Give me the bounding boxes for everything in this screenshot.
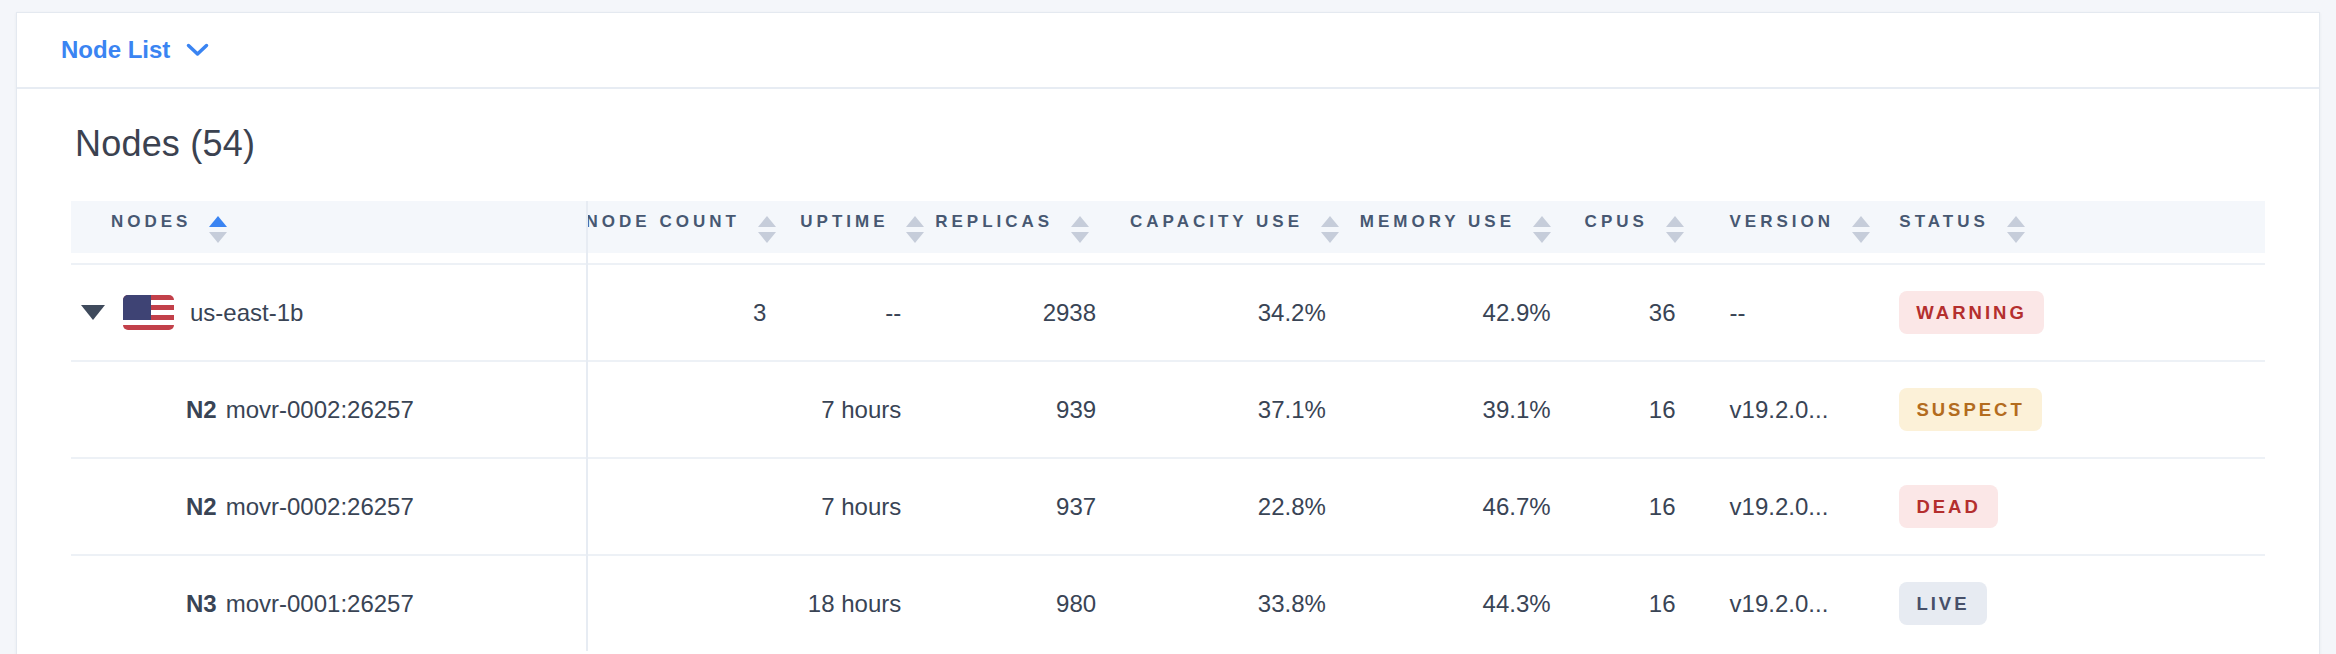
- table-row-node[interactable]: N2 movr-0002:26257 7 hours 939 37.1% 39.…: [71, 360, 2265, 457]
- replicas-cell: 980: [935, 590, 1130, 618]
- replicas-cell: 937: [935, 493, 1130, 521]
- memory-use-cell: 42.9%: [1360, 299, 1585, 327]
- uptime-cell: 7 hours: [800, 493, 935, 521]
- capacity-use-cell: 33.8%: [1130, 590, 1360, 618]
- capacity-use-cell: 37.1%: [1130, 396, 1360, 424]
- column-header-uptime[interactable]: UPTIME: [800, 212, 935, 243]
- column-header-cpus[interactable]: CPUS: [1585, 212, 1710, 243]
- sort-arrows-icon[interactable]: [1533, 216, 1551, 243]
- node-id: N3: [186, 590, 217, 618]
- column-header-status[interactable]: STATUS: [1874, 212, 2265, 243]
- column-header-nodes[interactable]: NODES: [71, 212, 586, 243]
- replicas-cell: 939: [935, 396, 1130, 424]
- column-divider: [586, 201, 588, 651]
- memory-use-cell: 39.1%: [1360, 396, 1585, 424]
- node-list-card: Node List Nodes (54) NODES NODE COUNT UP…: [16, 12, 2320, 654]
- version-cell: v19.2.0...: [1710, 396, 1875, 424]
- node-count-cell: 3: [585, 299, 800, 327]
- node-name-cell: N2 movr-0002:26257: [71, 493, 586, 521]
- sort-arrows-icon[interactable]: [1852, 216, 1870, 243]
- column-header-version[interactable]: VERSION: [1710, 212, 1875, 243]
- us-flag-icon: [123, 295, 174, 330]
- version-cell: v19.2.0...: [1710, 590, 1875, 618]
- page-title: Nodes (54): [75, 123, 2319, 165]
- cpus-cell: 16: [1585, 493, 1710, 521]
- region-name: us-east-1b: [190, 299, 303, 327]
- column-header-node-count[interactable]: NODE COUNT: [586, 212, 801, 243]
- table-row-region[interactable]: us-east-1b 3 -- 2938 34.2% 42.9% 36 -- W…: [71, 263, 2265, 360]
- sort-arrows-icon[interactable]: [1071, 216, 1089, 243]
- node-address: movr-0002:26257: [226, 493, 414, 521]
- replicas-cell: 2938: [935, 299, 1130, 327]
- sort-arrows-icon[interactable]: [2007, 216, 2025, 243]
- table-header-row: NODES NODE COUNT UPTIME REPLICAS CAPACIT…: [71, 201, 2265, 253]
- version-cell: v19.2.0...: [1710, 493, 1875, 521]
- card-header: Node List: [17, 13, 2319, 89]
- sort-arrows-icon[interactable]: [906, 216, 924, 243]
- node-name-cell: N2 movr-0002:26257: [71, 396, 586, 424]
- memory-use-cell: 46.7%: [1360, 493, 1585, 521]
- column-header-memory-use[interactable]: MEMORY USE: [1360, 212, 1585, 243]
- table-row-node[interactable]: N3 movr-0001:26257 18 hours 980 33.8% 44…: [71, 554, 2265, 651]
- column-header-capacity-use[interactable]: CAPACITY USE: [1130, 212, 1360, 243]
- status-badge: WARNING: [1899, 291, 2043, 334]
- nodes-table: NODES NODE COUNT UPTIME REPLICAS CAPACIT…: [71, 201, 2265, 651]
- cpus-cell: 36: [1585, 299, 1710, 327]
- status-badge: SUSPECT: [1899, 388, 2041, 431]
- status-badge: DEAD: [1899, 485, 1997, 528]
- cpus-cell: 16: [1585, 590, 1710, 618]
- caret-down-icon[interactable]: [81, 305, 105, 320]
- memory-use-cell: 44.3%: [1360, 590, 1585, 618]
- uptime-cell: 18 hours: [800, 590, 935, 618]
- node-id: N2: [186, 493, 217, 521]
- status-cell: WARNING: [1874, 291, 2265, 334]
- capacity-use-cell: 22.8%: [1130, 493, 1360, 521]
- view-selector-label: Node List: [61, 36, 170, 64]
- column-header-replicas[interactable]: REPLICAS: [935, 212, 1130, 243]
- status-cell: SUSPECT: [1874, 388, 2265, 431]
- node-id: N2: [186, 396, 217, 424]
- sort-arrows-icon[interactable]: [758, 216, 776, 243]
- status-badge: LIVE: [1899, 582, 1986, 625]
- cpus-cell: 16: [1585, 396, 1710, 424]
- status-cell: DEAD: [1874, 485, 2265, 528]
- region-name-cell: us-east-1b: [71, 295, 585, 330]
- capacity-use-cell: 34.2%: [1130, 299, 1360, 327]
- uptime-cell: 7 hours: [800, 396, 935, 424]
- version-cell: --: [1710, 299, 1875, 327]
- node-address: movr-0002:26257: [226, 396, 414, 424]
- chevron-down-icon: [186, 43, 209, 57]
- node-address: movr-0001:26257: [226, 590, 414, 618]
- view-selector-dropdown[interactable]: Node List: [61, 36, 209, 64]
- table-row-node[interactable]: N2 movr-0002:26257 7 hours 937 22.8% 46.…: [71, 457, 2265, 554]
- node-name-cell: N3 movr-0001:26257: [71, 590, 586, 618]
- status-cell: LIVE: [1874, 582, 2265, 625]
- sort-arrows-icon[interactable]: [1321, 216, 1339, 243]
- sort-arrows-icon[interactable]: [1666, 216, 1684, 243]
- sort-arrows-icon[interactable]: [209, 216, 227, 243]
- uptime-cell: --: [800, 299, 935, 327]
